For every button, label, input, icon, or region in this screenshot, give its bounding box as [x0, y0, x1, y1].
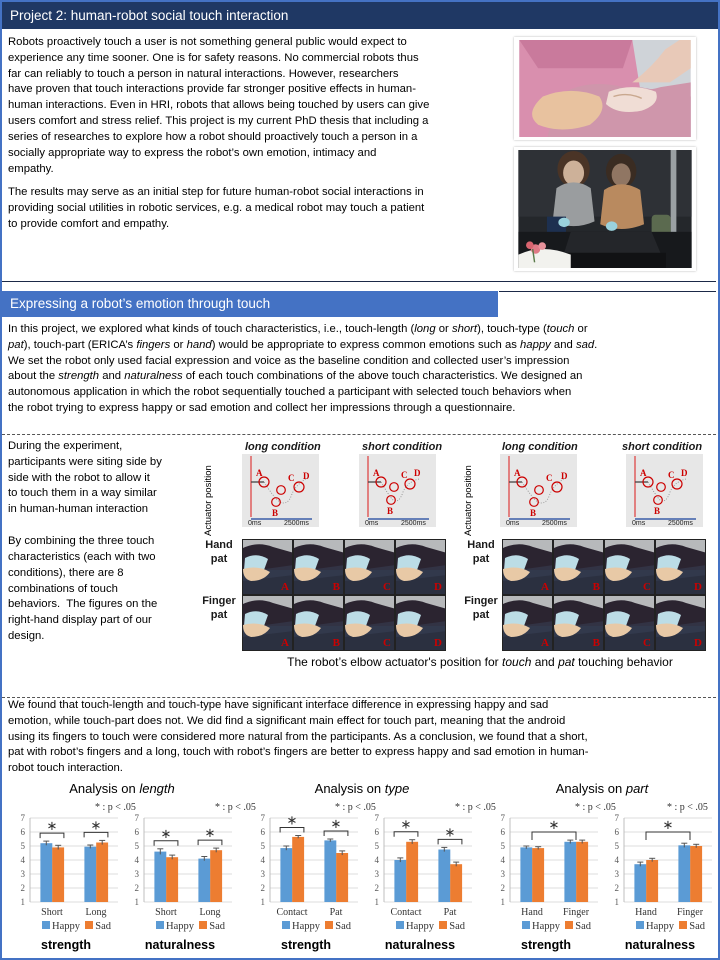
svg-text:1: 1 [135, 897, 140, 907]
svg-text:6: 6 [615, 827, 620, 837]
svg-text:5: 5 [135, 841, 140, 851]
svg-text:0ms: 0ms [365, 520, 379, 527]
svg-text:6: 6 [21, 827, 26, 837]
svg-text:Contact: Contact [276, 907, 307, 918]
svg-text:7: 7 [501, 813, 506, 823]
svg-text:B: B [387, 506, 393, 516]
svg-text:4: 4 [501, 855, 506, 865]
svg-text:∗: ∗ [161, 826, 172, 841]
svg-text:Pat: Pat [330, 907, 343, 918]
svg-text:Hand: Hand [521, 907, 543, 918]
svg-text:∗: ∗ [331, 816, 342, 831]
svg-text:∗: ∗ [205, 825, 216, 840]
svg-text:6: 6 [261, 827, 266, 837]
svg-text:3: 3 [135, 869, 140, 879]
svg-text:2: 2 [135, 883, 140, 893]
svg-text:0ms: 0ms [632, 520, 646, 527]
svg-text:Short: Short [41, 907, 63, 918]
svg-text:Finger: Finger [563, 907, 590, 918]
svg-text:Hand: Hand [635, 907, 657, 918]
svg-text:Long: Long [199, 907, 220, 918]
svg-text:7: 7 [21, 813, 26, 823]
svg-text:Short: Short [155, 907, 177, 918]
svg-text:2500ms: 2500ms [668, 520, 693, 527]
svg-text:∗: ∗ [287, 813, 298, 828]
svg-text:B: B [654, 506, 660, 516]
svg-text:A: A [514, 468, 521, 478]
svg-text:B: B [272, 508, 278, 518]
svg-text:6: 6 [135, 827, 140, 837]
svg-text:C: C [546, 473, 553, 483]
svg-text:1: 1 [501, 897, 506, 907]
svg-text:A: A [640, 468, 647, 478]
svg-text:5: 5 [615, 841, 620, 851]
svg-text:6: 6 [501, 827, 506, 837]
svg-text:∗: ∗ [91, 817, 102, 832]
svg-text:∗: ∗ [445, 824, 456, 839]
svg-text:B: B [530, 508, 536, 518]
svg-text:∗: ∗ [401, 817, 412, 832]
svg-text:C: C [668, 470, 675, 480]
svg-text:2500ms: 2500ms [401, 520, 426, 527]
svg-text:1: 1 [261, 897, 266, 907]
svg-text:2: 2 [615, 883, 620, 893]
svg-text:D: D [681, 468, 688, 478]
svg-text:∗: ∗ [663, 817, 674, 832]
svg-text:A: A [256, 468, 263, 478]
svg-text:Pat: Pat [444, 907, 457, 918]
svg-text:Long: Long [85, 907, 106, 918]
svg-text:1: 1 [21, 897, 26, 907]
svg-text:C: C [401, 470, 408, 480]
svg-text:2: 2 [501, 883, 506, 893]
svg-text:0ms: 0ms [248, 520, 262, 527]
svg-text:Finger: Finger [677, 907, 704, 918]
svg-text:3: 3 [375, 869, 380, 879]
svg-text:7: 7 [615, 813, 620, 823]
svg-text:A: A [373, 468, 380, 478]
svg-text:6: 6 [375, 827, 380, 837]
svg-text:5: 5 [261, 841, 266, 851]
svg-text:C: C [288, 473, 295, 483]
svg-text:∗: ∗ [549, 817, 560, 832]
svg-text:5: 5 [21, 841, 26, 851]
svg-text:5: 5 [375, 841, 380, 851]
svg-text:D: D [414, 468, 421, 478]
svg-text:2500ms: 2500ms [542, 520, 567, 527]
svg-text:2: 2 [261, 883, 266, 893]
svg-text:7: 7 [135, 813, 140, 823]
svg-text:3: 3 [501, 869, 506, 879]
svg-text:5: 5 [501, 841, 506, 851]
svg-text:3: 3 [21, 869, 26, 879]
svg-text:D: D [303, 471, 310, 481]
svg-text:Contact: Contact [390, 907, 421, 918]
svg-text:4: 4 [261, 855, 266, 865]
svg-text:2: 2 [375, 883, 380, 893]
svg-text:D: D [561, 471, 568, 481]
svg-text:3: 3 [261, 869, 266, 879]
svg-text:4: 4 [21, 855, 26, 865]
svg-text:2: 2 [21, 883, 26, 893]
svg-text:2500ms: 2500ms [284, 520, 309, 527]
svg-text:7: 7 [261, 813, 266, 823]
svg-text:0ms: 0ms [506, 520, 520, 527]
svg-text:1: 1 [615, 897, 620, 907]
svg-text:4: 4 [135, 855, 140, 865]
svg-text:4: 4 [615, 855, 620, 865]
svg-text:3: 3 [615, 869, 620, 879]
svg-text:7: 7 [375, 813, 380, 823]
svg-text:∗: ∗ [47, 818, 58, 833]
svg-text:1: 1 [375, 897, 380, 907]
svg-text:4: 4 [375, 855, 380, 865]
